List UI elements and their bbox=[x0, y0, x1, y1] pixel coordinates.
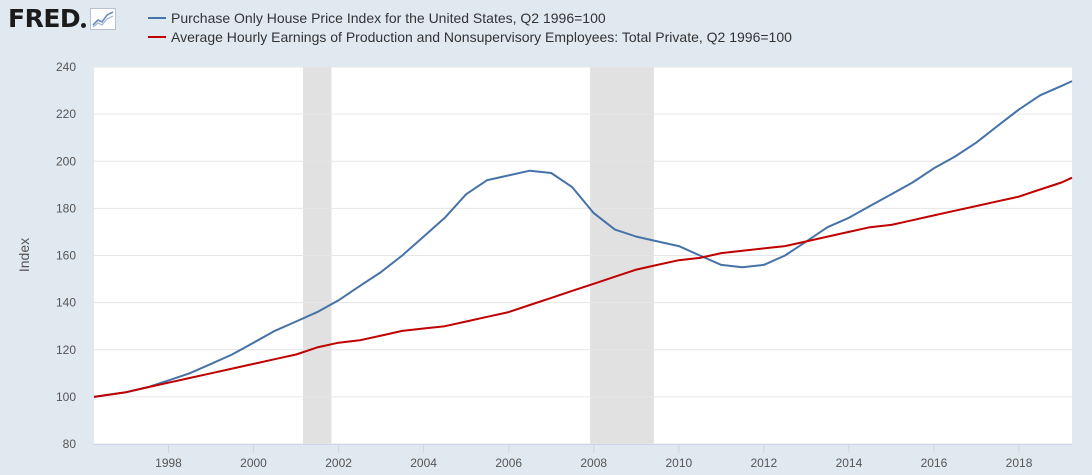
x-tick-label: 1998 bbox=[155, 456, 182, 470]
legend-swatch-earnings bbox=[148, 35, 166, 38]
y-tick-label: 180 bbox=[56, 201, 76, 215]
x-tick-label: 2012 bbox=[750, 456, 777, 470]
y-tick-label: 160 bbox=[56, 249, 76, 263]
x-tick-label: 2006 bbox=[495, 456, 522, 470]
x-tick-label: 2008 bbox=[580, 456, 607, 470]
trend-graph-icon bbox=[90, 8, 117, 30]
fred-logo[interactable]: FRED bbox=[8, 4, 117, 34]
legend-item-earnings[interactable]: Average Hourly Earnings of Production an… bbox=[148, 27, 792, 46]
x-tick-label: 2014 bbox=[836, 456, 863, 470]
x-tick-label: 2000 bbox=[240, 456, 267, 470]
y-tick-label: 100 bbox=[56, 390, 76, 404]
legend-swatch-house-price bbox=[148, 16, 166, 19]
x-tick-label: 2018 bbox=[1006, 456, 1033, 470]
series-lines bbox=[93, 80, 1073, 398]
series-line-earnings bbox=[93, 176, 1073, 398]
logo-text: FRED bbox=[8, 4, 81, 33]
x-tick-label: 2010 bbox=[665, 456, 692, 470]
y-tick-label: 240 bbox=[56, 60, 76, 74]
chart-legend: Purchase Only House Price Index for the … bbox=[148, 8, 792, 46]
legend-label-house-price: Purchase Only House Price Index for the … bbox=[171, 9, 606, 26]
series-line-house-price bbox=[93, 80, 1073, 398]
x-tick-label: 2004 bbox=[410, 456, 437, 470]
y-tick-label: 140 bbox=[56, 296, 76, 310]
y-tick-label: 120 bbox=[56, 343, 76, 357]
y-tick-label: 200 bbox=[56, 154, 76, 168]
legend-item-house-price[interactable]: Purchase Only House Price Index for the … bbox=[148, 8, 792, 27]
logo-dot bbox=[81, 23, 87, 28]
y-axis-label: Index bbox=[16, 238, 32, 272]
x-tick-label: 2002 bbox=[325, 456, 352, 470]
y-axis: 80 100 120 140 160 180 200 220 240 bbox=[56, 60, 76, 451]
x-axis: 1998 2000 2002 2004 2006 2008 2010 2012 2014 2016… bbox=[94, 444, 1072, 470]
legend-label-earnings: Average Hourly Earnings of Production an… bbox=[171, 28, 792, 45]
y-tick-label: 220 bbox=[56, 107, 76, 121]
x-tick-label: 2016 bbox=[921, 456, 948, 470]
y-tick-label: 80 bbox=[63, 437, 77, 451]
